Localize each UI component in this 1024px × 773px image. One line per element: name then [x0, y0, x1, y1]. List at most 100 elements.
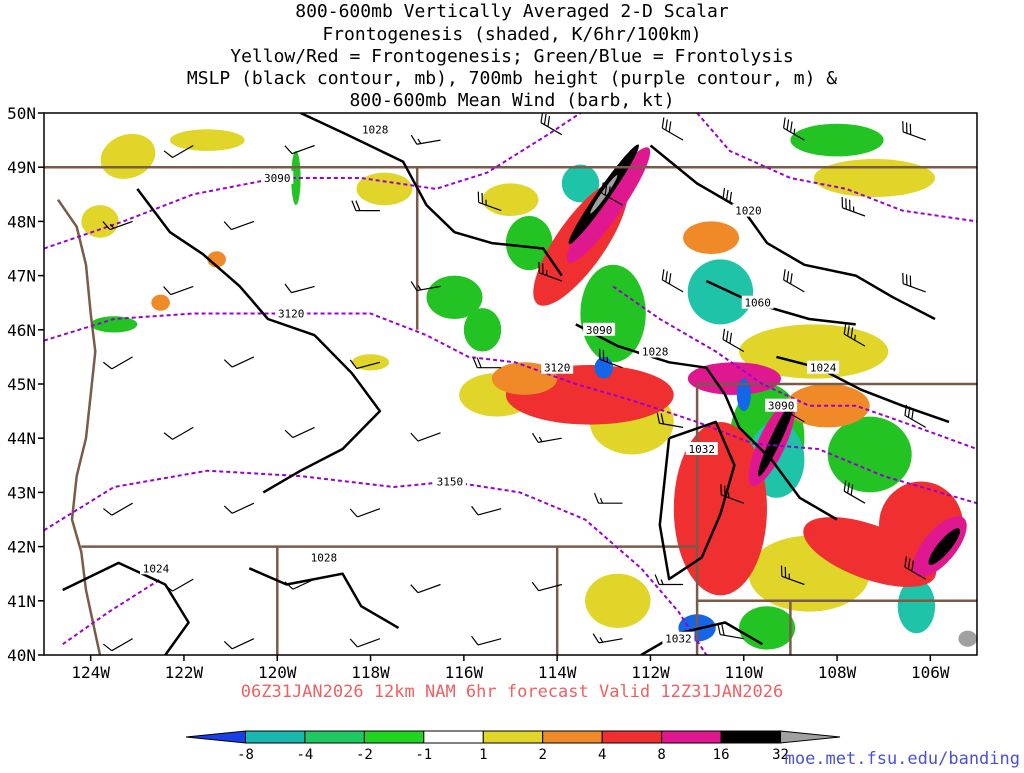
contour-labels: 3090 3120 3150 3090 3120 3090 1028 1024 1028 1028… [140, 122, 840, 646]
shade-blob-16 [463, 308, 502, 352]
barb-staff [111, 502, 133, 516]
wind-barb-20 [902, 272, 926, 293]
barb-flag-full [542, 263, 544, 275]
barb-flag-full [721, 624, 725, 636]
wind-barb-3 [540, 113, 563, 136]
shade-blob-24 [561, 164, 600, 203]
barb-flag-half [599, 637, 604, 643]
lat-label-10: 40N [7, 646, 36, 665]
barb-flag-full [850, 327, 854, 339]
barb-flag-half [538, 436, 543, 442]
barb-flag-full [783, 269, 786, 280]
wind-barb-31 [531, 432, 562, 443]
barb-staff [902, 283, 926, 293]
barb-staff [231, 502, 255, 514]
lat-label-5: 45N [7, 375, 36, 394]
mslp-label-7: 1020 [735, 205, 762, 218]
barb-staff [538, 583, 562, 592]
mslp-label-bg-4 [685, 442, 718, 455]
shade-blob-22 [580, 264, 646, 363]
lat-label-2: 48N [7, 212, 36, 231]
wind-barb-13 [841, 197, 866, 217]
shade-blob-41 [757, 400, 795, 477]
barb-staff [292, 578, 315, 590]
wind-barb-14 [163, 285, 194, 296]
wind-barb-27 [843, 323, 866, 347]
barb-flag-full [722, 187, 726, 199]
wind-barb-44 [410, 583, 441, 594]
barb-flag-full [729, 191, 733, 203]
barb-staff [231, 220, 255, 231]
colorbar-label-2: -2 [356, 747, 373, 763]
barb-flag-full [843, 480, 847, 492]
mslp-label-bg-5 [662, 631, 695, 645]
wind-barb-21 [102, 356, 133, 370]
credit-url[interactable]: moe.met.fsu.edu/banding [785, 749, 1020, 769]
wind-barb-18 [661, 269, 684, 293]
barb-flag-full [540, 113, 544, 123]
shade-blob-44 [958, 630, 977, 647]
forecast-subtitle: 06Z31JAN2026 12km NAM 6hr forecast Valid… [241, 682, 783, 702]
barb-flag-full [789, 121, 793, 133]
wind-barb-50 [223, 638, 255, 650]
barb-flag-full [601, 182, 604, 194]
barb-flag-full [907, 558, 911, 570]
colorbar: -8 -4 -2 -1 1 2 4 8 16 32 [185, 730, 841, 763]
colorbar-swatch-2 [304, 730, 365, 744]
wind-barb-17 [538, 262, 563, 282]
shade-blob-18 [291, 150, 301, 206]
barb-flag-full [789, 273, 793, 284]
colorbar-swatch-8 [661, 730, 722, 744]
mslp-contours [62, 113, 950, 655]
barb-flag-full [477, 191, 480, 203]
barb-flag-full [907, 406, 911, 418]
shade-blob-2 [356, 172, 413, 206]
barb-flag-full [355, 200, 361, 211]
barb-flag-full [905, 122, 908, 134]
barb-staff [357, 508, 381, 518]
barb-flag-full [349, 638, 358, 648]
colorbar-label-3: -1 [415, 747, 432, 763]
title-line-5: 800-600mb Mean Wind (barb, kt) [349, 90, 674, 111]
shade-blob-36 [566, 147, 651, 263]
barb-flag-full [845, 198, 847, 210]
colorbar-label-4: 1 [479, 747, 487, 763]
barb-flag-full [720, 484, 722, 496]
barb-flag-full [471, 635, 479, 646]
mslp-label-8: 1060 [744, 297, 771, 310]
barb-flag-full [656, 412, 661, 424]
barb-flag-full [481, 192, 484, 204]
barb-flag-full [911, 560, 914, 572]
colorbar-swatch-5 [482, 730, 544, 744]
colorbar-swatch-1 [245, 730, 306, 744]
title-line-3: Yellow/Red = Frontogenesis; Green/Blue =… [230, 46, 794, 67]
barb-staff [111, 356, 133, 370]
shade-blob-11 [813, 159, 936, 197]
lat-label-4: 46N [7, 321, 36, 340]
barb-flag-half [854, 334, 856, 341]
wind-barb-46 [654, 574, 684, 586]
barb-flag-full [904, 404, 908, 416]
barb-flag-full [284, 145, 293, 155]
height-label-1: 3120 [278, 308, 305, 321]
title-line-1: 800-600mb Vertically Averaged 2-D Scalar [295, 1, 729, 22]
shade-blob-31 [803, 517, 937, 587]
colorbar-label-5: 2 [538, 747, 546, 763]
barb-flag-full [163, 583, 173, 592]
barb-flag-full [780, 565, 783, 577]
colorbar-label-9: 32 [772, 747, 789, 763]
wind-barb-45 [531, 581, 562, 592]
shade-blob-1 [170, 129, 245, 151]
wind-barb-1 [284, 144, 315, 155]
barb-flag-full [850, 484, 854, 496]
shade-blob-47 [736, 378, 751, 412]
barb-staff [172, 578, 194, 592]
shade-blob-21 [827, 416, 912, 493]
height-label-5: 3090 [586, 324, 613, 337]
mslp-label-4: 1032 [689, 443, 716, 456]
shade-blob-3 [482, 183, 539, 216]
barb-flag-full [717, 623, 721, 635]
barb-flag-full [163, 432, 173, 440]
barb-flag-full [665, 119, 668, 131]
